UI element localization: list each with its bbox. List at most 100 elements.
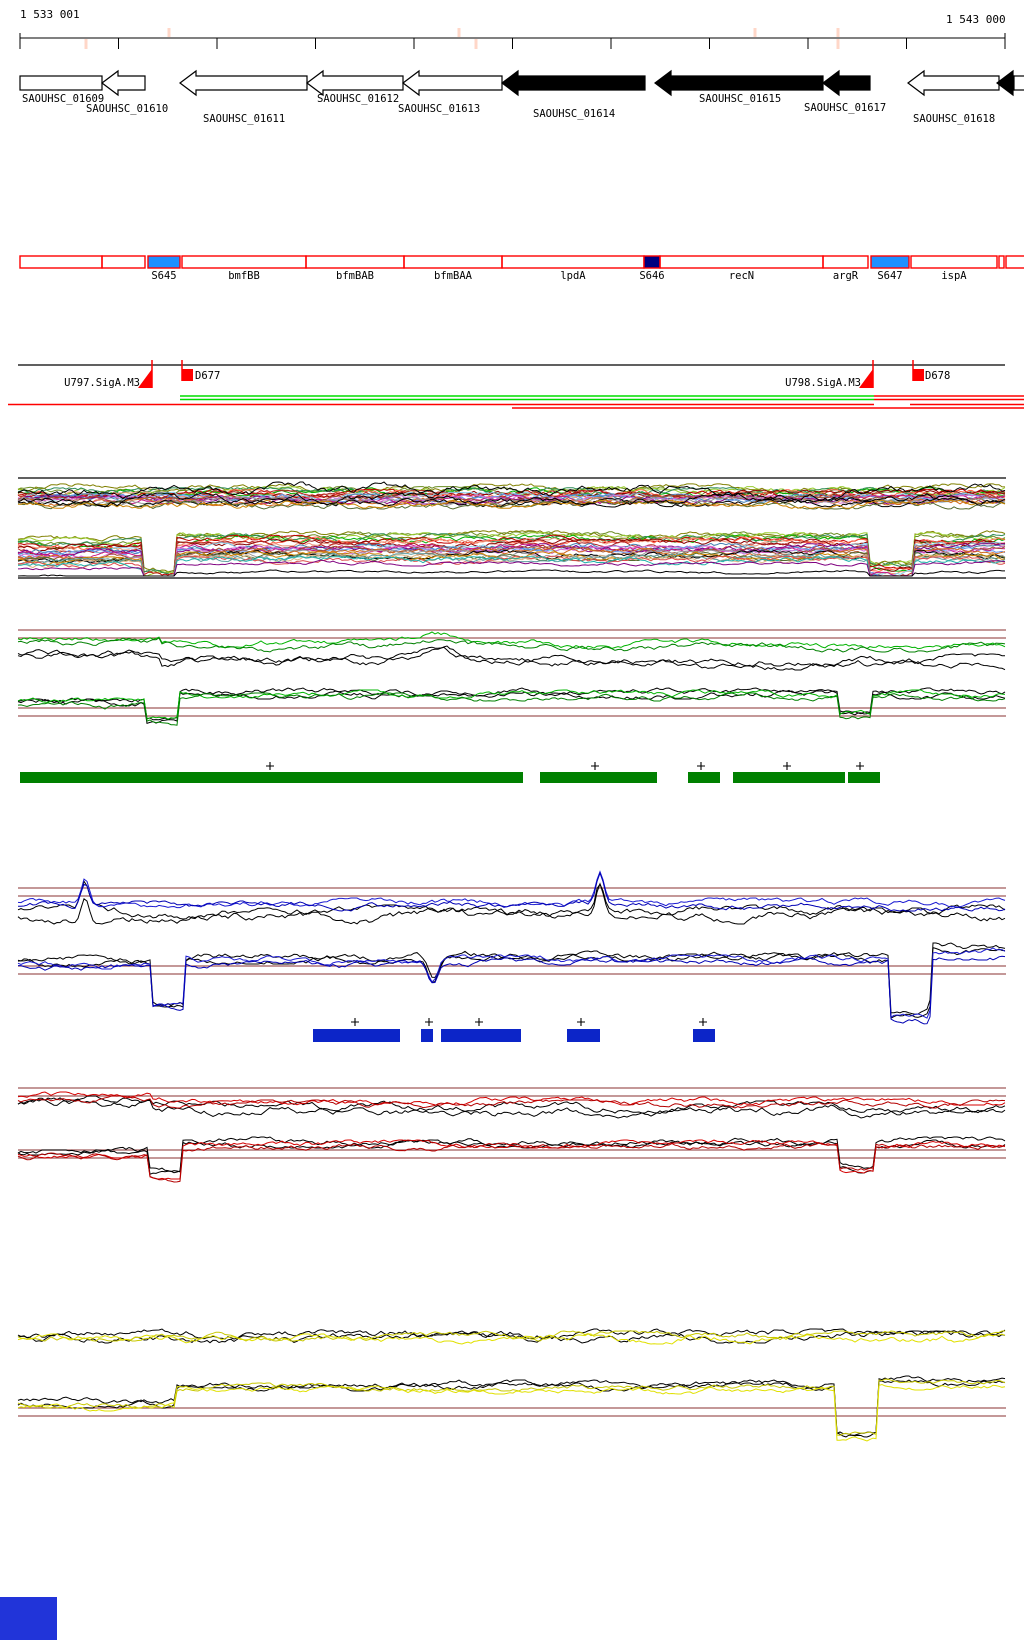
gene-label: SAOUHSC_01610	[86, 103, 168, 115]
feature-box-S646[interactable]	[643, 255, 661, 269]
sigma-green-track-trace	[17, 645, 1005, 667]
feature-box-lpdA[interactable]	[501, 255, 645, 269]
blue-enriched-regions-bar[interactable]	[567, 1029, 600, 1042]
blue-enriched-regions-bar[interactable]	[421, 1029, 433, 1042]
feature-box-S647[interactable]	[870, 255, 910, 269]
gene-SAOUHSC_01612[interactable]	[306, 69, 404, 97]
ruler-pale-tick	[474, 39, 478, 49]
marker-label: U798.SigA.M3	[785, 377, 861, 389]
expression-all-samples-trace	[17, 551, 1006, 577]
gene-label: SAOUHSC_01612	[317, 93, 399, 105]
sigma-green-track-trace	[17, 631, 1006, 650]
expression-all-samples-trace	[17, 540, 1006, 577]
feature-label: S645	[151, 270, 176, 282]
sigma-green-track-trace	[17, 646, 1006, 671]
gene-fragment[interactable]	[1013, 75, 1024, 91]
feature-label: ispA	[941, 270, 967, 282]
ruler-start-coordinate: 1 533 001	[20, 8, 80, 21]
ruler-pale-tick	[457, 28, 461, 37]
marker-label: U797.SigA.M3	[64, 377, 140, 389]
sigma-green-track-trace	[17, 637, 1006, 653]
feature-label: recN	[729, 270, 754, 282]
green-enriched-regions-bar[interactable]	[848, 772, 880, 783]
plus-mark	[266, 762, 274, 770]
gene-SAOUHSC_01618[interactable]	[907, 69, 1000, 97]
sigma-blue-track-trace	[17, 870, 1006, 909]
marker-flag[interactable]	[182, 369, 193, 381]
sigma-yellow-track-trace	[17, 1328, 1006, 1340]
expression-all-samples-trace	[17, 492, 1006, 508]
gene-SAOUHSC_01613[interactable]	[402, 69, 503, 97]
ruler-pale-tick	[836, 39, 840, 49]
expression-all-samples-trace	[17, 496, 1006, 506]
blue-enriched-regions-bar[interactable]	[441, 1029, 521, 1042]
marker-label: D678	[925, 370, 950, 382]
marker-triangle[interactable]	[138, 369, 152, 388]
feature-box-bfmBAA[interactable]	[403, 255, 503, 269]
expression-all-samples-trace	[17, 536, 1006, 577]
gene-label: SAOUHSC_01613	[398, 103, 480, 115]
sigma-yellow-track-trace	[17, 1330, 1006, 1344]
feature-box[interactable]	[998, 255, 1005, 269]
feature-box-ispA[interactable]	[910, 255, 998, 269]
feature-label: bmfBB	[228, 270, 260, 282]
sigma-red-track-trace	[17, 1142, 1006, 1183]
expression-all-samples-trace	[17, 531, 1006, 574]
sigma-red-track-trace	[17, 1091, 1006, 1106]
sigma-red-track-trace	[17, 1095, 1006, 1109]
feature-box-S645[interactable]	[147, 255, 181, 269]
expression-all-samples-trace	[18, 499, 1006, 509]
plus-mark	[577, 1018, 585, 1026]
gene-SAOUHSC_01611[interactable]	[179, 69, 308, 97]
sigma-blue-track-trace	[17, 883, 1006, 925]
marker-triangle[interactable]	[859, 369, 873, 388]
expression-all-samples-trace	[17, 554, 1006, 577]
sigma-blue-track-trace	[17, 942, 1006, 1015]
gene-SAOUHSC_01617[interactable]	[822, 69, 871, 97]
bottom-left-blue-box	[0, 1597, 57, 1640]
sigma-blue-track-trace	[18, 955, 1006, 1025]
gene-SAOUHSC_01609[interactable]	[19, 75, 103, 91]
feature-box-bfmBAB[interactable]	[305, 255, 405, 269]
feature-box-argR[interactable]	[822, 255, 869, 269]
gene-label: SAOUHSC_01609	[22, 93, 104, 105]
expression-all-samples-trace	[17, 481, 1006, 501]
expression-all-samples-trace	[17, 494, 1006, 504]
feature-box[interactable]	[1005, 255, 1024, 269]
sigma-green-track-trace	[17, 687, 1006, 721]
plus-mark	[856, 762, 864, 770]
plus-mark	[699, 1018, 707, 1026]
feature-box-recN[interactable]	[659, 255, 824, 269]
expression-all-samples-trace	[17, 569, 1005, 577]
feature-label: argR	[833, 270, 859, 282]
expression-all-samples-trace	[17, 491, 1006, 501]
plus-mark	[783, 762, 791, 770]
feature-box[interactable]	[101, 255, 146, 269]
expression-all-samples-trace	[17, 530, 1006, 573]
green-enriched-regions-bar[interactable]	[20, 772, 523, 783]
sigma-red-track-trace	[17, 1095, 1006, 1114]
green-enriched-regions-bar[interactable]	[733, 772, 845, 783]
sigma-green-track-trace	[17, 689, 1006, 720]
sigma-green-track-trace	[17, 690, 1006, 725]
sigma-red-track-trace	[17, 1136, 1006, 1173]
gene-SAOUHSC_01615[interactable]	[654, 69, 824, 97]
blue-enriched-regions-bar[interactable]	[693, 1029, 715, 1042]
gene-SAOUHSC_01610[interactable]	[101, 69, 146, 97]
gene-label: SAOUHSC_01615	[699, 93, 781, 105]
blue-enriched-regions-bar[interactable]	[313, 1029, 400, 1042]
plus-mark	[351, 1018, 359, 1026]
green-enriched-regions-bar[interactable]	[540, 772, 657, 783]
feature-box[interactable]	[19, 255, 103, 269]
marker-flag[interactable]	[913, 369, 924, 381]
green-enriched-regions-bar[interactable]	[688, 772, 720, 783]
gene-label: SAOUHSC_01617	[804, 102, 886, 114]
expression-all-samples-trace	[17, 556, 1006, 577]
feature-label: lpdA	[560, 270, 586, 282]
sigma-red-track-trace	[17, 1139, 1006, 1175]
gene-SAOUHSC_01614[interactable]	[501, 69, 646, 97]
feature-box-bmfBB[interactable]	[181, 255, 307, 269]
gene-fragment[interactable]	[996, 69, 1015, 97]
ruler-pale-tick	[167, 28, 171, 37]
